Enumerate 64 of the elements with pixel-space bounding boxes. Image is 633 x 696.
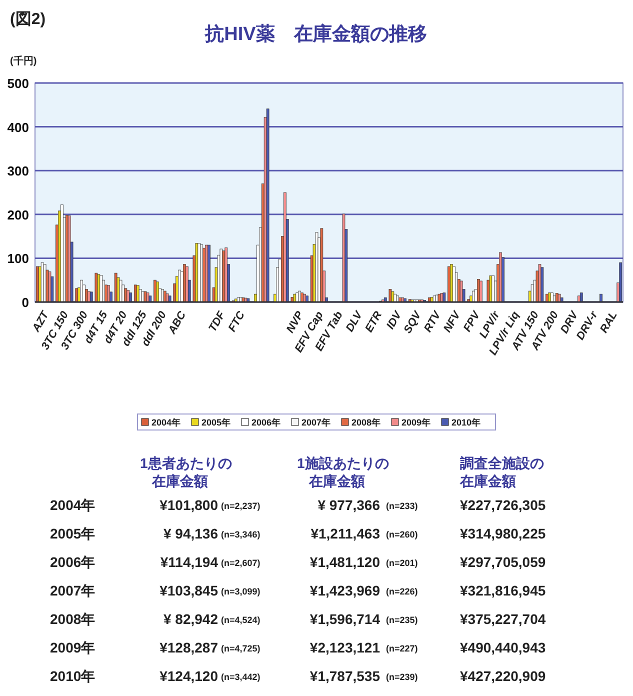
text: 2005年 [50,526,96,542]
text: 2008年 [50,611,96,627]
text: (n=201) [386,558,418,568]
text: ¥490,440,943 [460,640,546,656]
text: ¥ 94,136 [164,526,218,542]
chart-title: 抗HIV薬 在庫金額の推移 [204,23,427,45]
text: ¥1,423,969 [310,582,380,598]
text: ¥314,980,225 [460,526,546,542]
legend-label: 2005年 [202,418,231,428]
text: (n=2,607) [221,558,260,568]
text: ¥114,194 [160,554,218,570]
text: ¥101,800 [160,497,218,513]
text: (n=235) [386,615,418,625]
text: 2010年 [50,668,96,684]
text: ¥1,596,714 [310,611,380,627]
text: ¥1,211,463 [310,526,380,542]
text: 1患者あたりの [140,455,232,471]
text: ¥103,845 [160,582,218,598]
legend-label: 2008年 [352,418,381,428]
text: (図2) [10,11,46,28]
text: ¥1,787,535 [310,668,380,684]
legend-label: 2009年 [402,418,431,428]
text: (n=239) [386,672,418,682]
y-tick-label: 500 [7,76,29,91]
y-tick-label: 200 [7,207,29,222]
text: ¥ 82,942 [164,611,218,627]
text: 調査全施設の [460,455,544,471]
text: (n=3,099) [221,586,260,596]
text: ¥321,816,945 [460,582,546,598]
text: 在庫金額 [459,473,516,489]
y-tick-label: 100 [7,251,29,266]
text: ¥ 977,366 [318,497,380,513]
text: (n=260) [386,530,418,540]
legend-label: 2006年 [252,418,281,428]
text: (n=3,442) [221,672,260,682]
text: ¥375,227,704 [460,611,546,627]
y-tick-label: 0 [22,295,29,310]
text: (n=2,237) [221,501,260,511]
text: 2006年 [50,554,96,570]
y-axis-title: (千円) [10,55,37,67]
text: ¥124,120 [160,668,218,684]
text: (n=226) [386,586,418,596]
legend-label: 2004年 [152,418,181,428]
legend-label: 2010年 [452,418,481,428]
text: 2004年 [50,497,96,513]
text: (n=227) [386,644,418,654]
text: (n=4,725) [221,644,260,654]
text: (n=4,524) [221,615,260,625]
text: 2007年 [50,582,96,598]
text: ¥227,726,305 [460,497,546,513]
text: ¥427,220,909 [460,668,546,684]
text: ¥297,705,059 [460,554,546,570]
y-tick-label: 400 [7,120,29,135]
text: ¥128,287 [160,640,218,656]
text: ¥1,481,120 [310,554,380,570]
y-tick-label: 300 [7,164,29,179]
text: 在庫金額 [151,473,208,489]
text: ¥2,123,121 [310,640,380,656]
text: 1施設あたりの [297,455,389,471]
text: 在庫金額 [308,473,365,489]
text: (n=233) [386,501,418,511]
legend-label: 2007年 [302,418,331,428]
text: 2009年 [50,640,96,656]
text: (n=3,346) [221,530,260,540]
